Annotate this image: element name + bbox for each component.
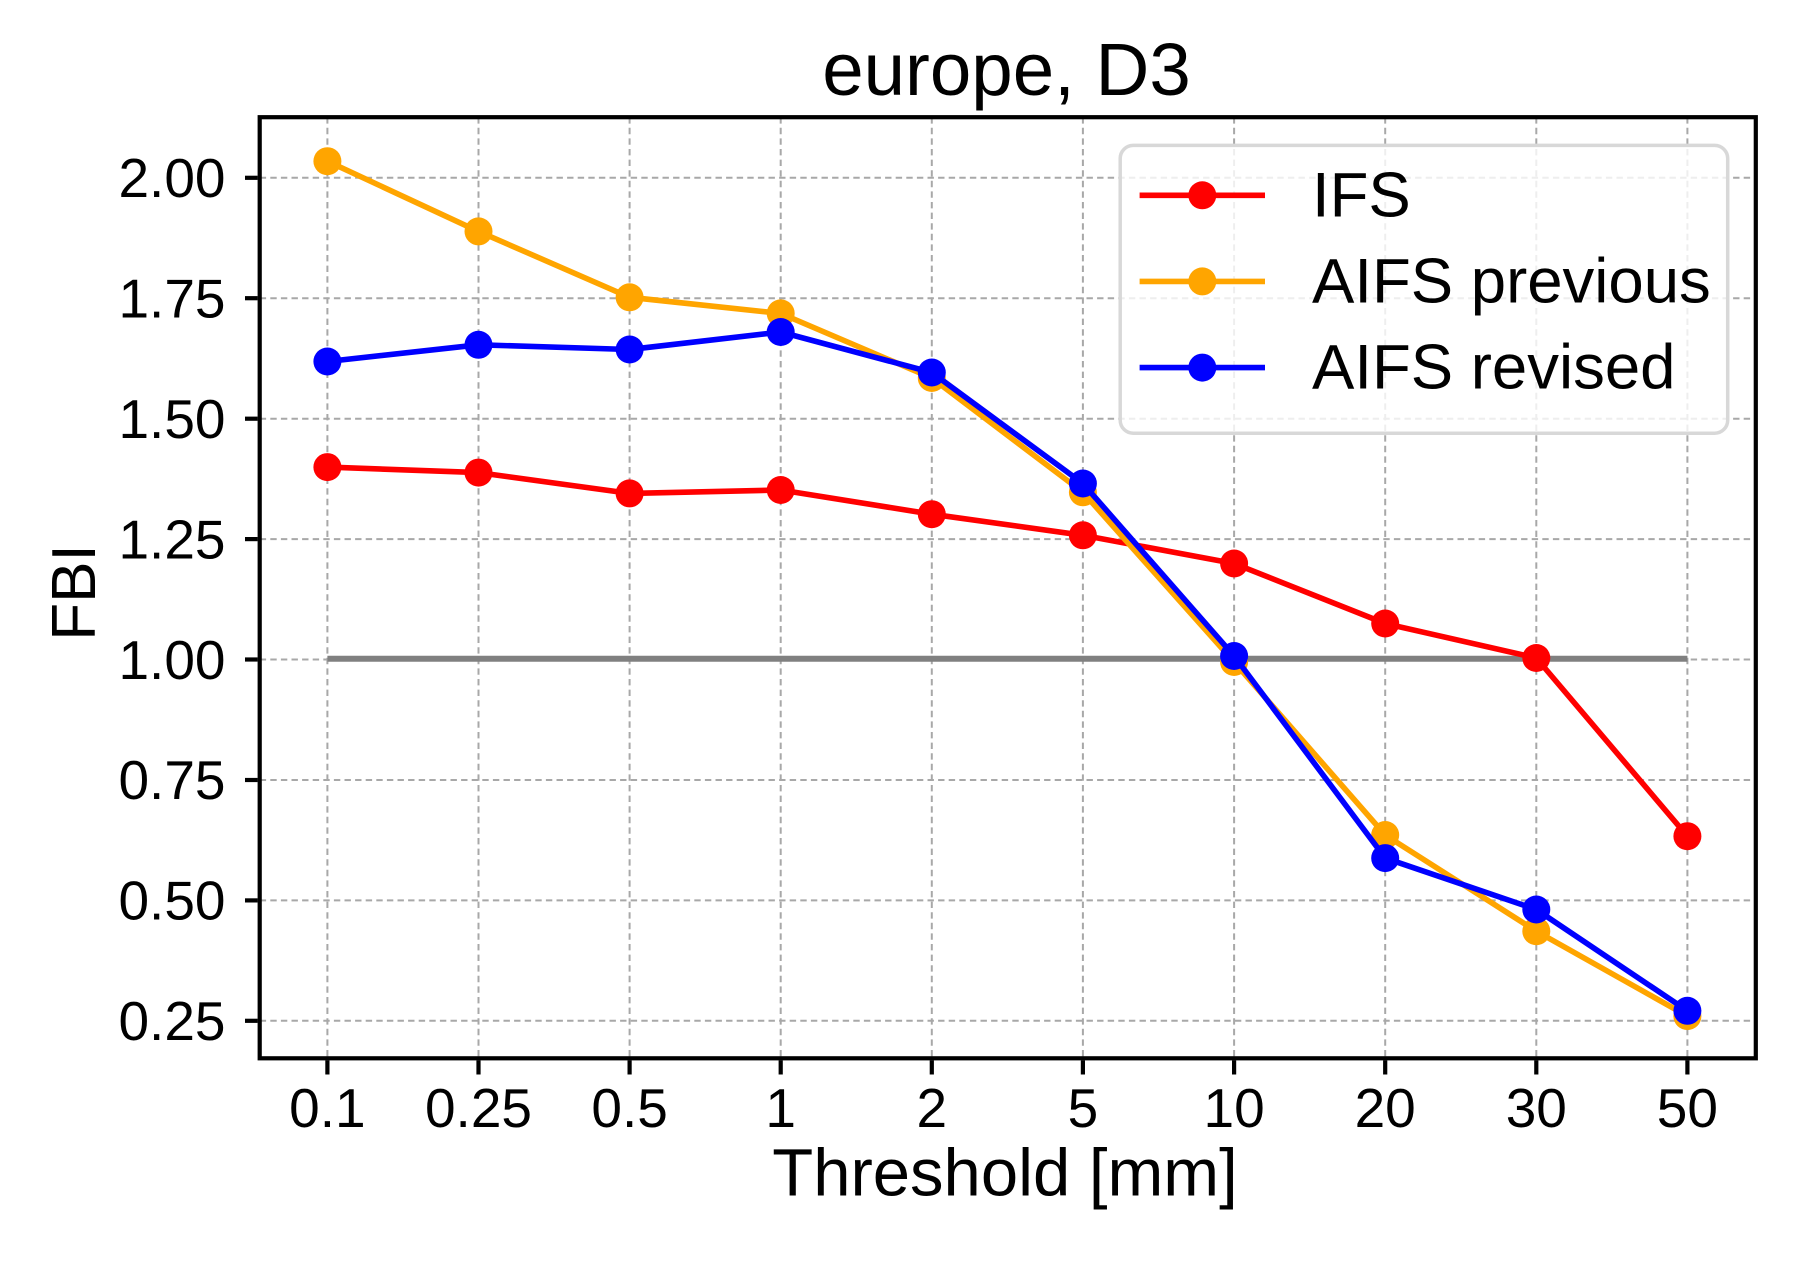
svg-text:IFS: IFS (1312, 160, 1411, 230)
svg-text:0.25: 0.25 (118, 990, 225, 1052)
svg-text:2.00: 2.00 (118, 147, 225, 209)
svg-text:1.00: 1.00 (118, 629, 225, 691)
svg-text:1.75: 1.75 (118, 268, 225, 330)
svg-text:0.5: 0.5 (591, 1077, 667, 1139)
svg-text:1.25: 1.25 (118, 508, 225, 570)
svg-text:10: 10 (1204, 1077, 1265, 1139)
svg-text:1: 1 (765, 1077, 796, 1139)
svg-text:AIFS previous: AIFS previous (1312, 246, 1711, 316)
svg-text:AIFS revised: AIFS revised (1312, 333, 1675, 403)
svg-text:Threshold [mm]: Threshold [mm] (772, 1136, 1237, 1211)
svg-text:0.1: 0.1 (289, 1077, 365, 1139)
svg-text:30: 30 (1506, 1077, 1567, 1139)
svg-text:2: 2 (917, 1077, 948, 1139)
svg-text:0.50: 0.50 (118, 870, 225, 932)
svg-text:20: 20 (1355, 1077, 1416, 1139)
svg-text:0.75: 0.75 (118, 749, 225, 811)
svg-text:50: 50 (1657, 1077, 1718, 1139)
svg-text:FBI: FBI (40, 544, 109, 640)
svg-text:5: 5 (1068, 1077, 1099, 1139)
svg-text:europe, D3: europe, D3 (822, 28, 1191, 111)
svg-text:1.50: 1.50 (118, 388, 225, 450)
svg-text:0.25: 0.25 (425, 1077, 532, 1139)
